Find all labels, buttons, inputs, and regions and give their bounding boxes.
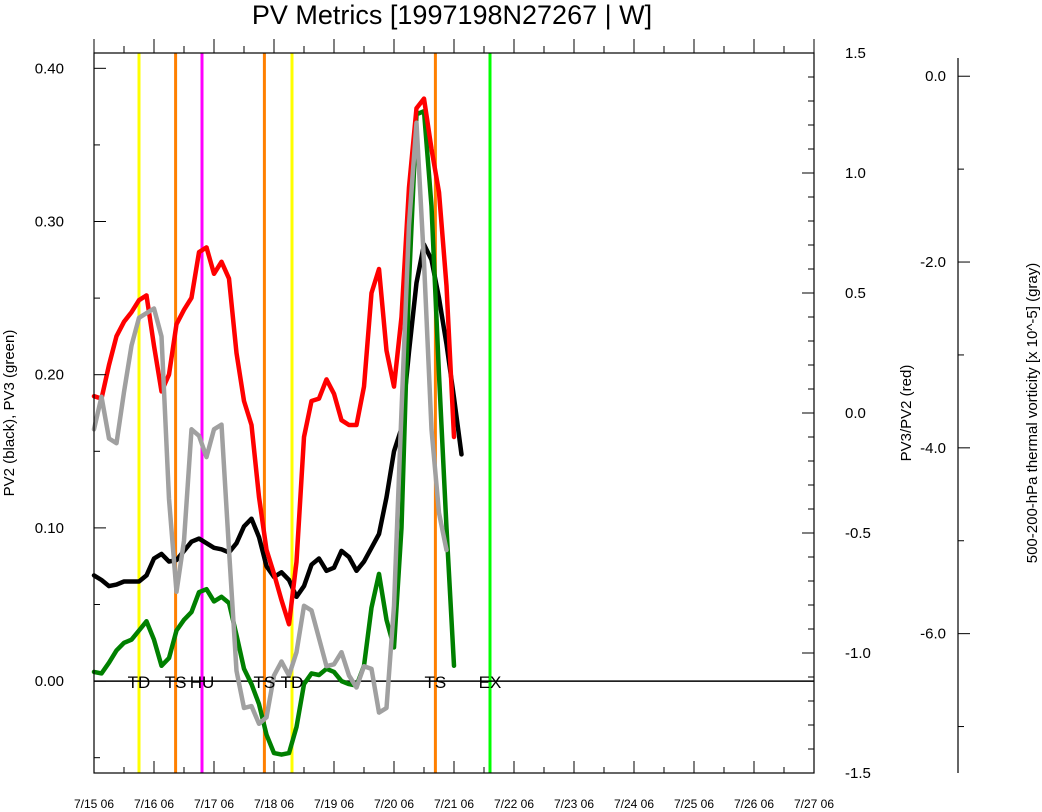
right-y-axis: -1.5 -1.0 -0.5 0.0 0.5 1.0 1.5 <box>802 45 871 782</box>
far-right-axis-label: 500-200-hPa thermal vorticity [x 10^-5] … <box>1024 263 1041 564</box>
far-right-y-axis: 0.0 -2.0 -4.0 -6.0 <box>920 58 970 773</box>
x-tick-label-9: 7/24 06 <box>614 797 654 811</box>
x-tick-label-4: 7/19 06 <box>314 797 354 811</box>
series-lines <box>91 96 464 757</box>
x-tick-label-5: 7/20 06 <box>374 797 414 811</box>
stage-marker-label-2: HU <box>190 673 215 692</box>
far-right-tick-label-2: -4.0 <box>920 440 946 457</box>
left-tick-label-3: 0.30 <box>35 214 64 231</box>
x-tick-label-11: 7/26 06 <box>734 797 774 811</box>
far-right-tick-label-1: -2.0 <box>920 254 946 271</box>
x-tick-label-2: 7/17 06 <box>194 797 234 811</box>
left-tick-label-1: 0.10 <box>35 520 64 537</box>
stage-marker-labels: TD TS HU TS TD TS EX <box>128 673 502 692</box>
x-tick-label-12: 7/27 06 <box>794 797 834 811</box>
stage-marker-label-4: TD <box>281 673 304 692</box>
x-tick-label-3: 7/18 06 <box>254 797 294 811</box>
far-right-tick-label-3: -6.0 <box>920 626 946 643</box>
right-tick-label-3: 0.0 <box>845 405 866 422</box>
left-y-axis: 0.00 0.10 0.20 0.30 0.40 <box>35 60 106 759</box>
x-tick-label-6: 7/21 06 <box>434 797 474 811</box>
left-tick-label-4: 0.40 <box>35 60 64 77</box>
series-line-3 <box>91 120 449 727</box>
left-tick-label-0: 0.00 <box>35 673 64 690</box>
right-tick-label-1: -1.0 <box>845 645 871 662</box>
left-axis-label: PV2 (black), PV3 (green) <box>1 330 18 497</box>
stage-marker-label-6: EX <box>479 673 502 692</box>
stage-marker-label-1: TS <box>165 673 187 692</box>
right-axis-label: PV3/PV2 (red) <box>898 365 915 462</box>
right-tick-label-6: 1.5 <box>845 45 866 62</box>
x-tick-label-1: 7/16 06 <box>134 797 174 811</box>
x-tick-label-10: 7/25 06 <box>674 797 714 811</box>
stage-marker-lines <box>137 53 492 773</box>
series-line-2 <box>91 96 457 627</box>
x-axis: 7/15 06 7/16 06 7/17 06 7/18 06 7/19 06 7/20 … <box>74 39 834 811</box>
chart-title: PV Metrics [1997198N27267 | W] <box>252 0 652 30</box>
right-tick-label-4: 0.5 <box>845 285 866 302</box>
far-right-tick-label-0: 0.0 <box>925 68 946 85</box>
stage-marker-label-0: TD <box>128 673 151 692</box>
stage-marker-label-5: TS <box>425 673 447 692</box>
x-tick-label-0: 7/15 06 <box>74 797 114 811</box>
left-tick-label-2: 0.20 <box>35 367 64 384</box>
x-tick-label-7: 7/22 06 <box>494 797 534 811</box>
right-tick-label-0: -1.5 <box>845 765 871 782</box>
series-line-1 <box>91 108 457 757</box>
x-tick-label-8: 7/23 06 <box>554 797 594 811</box>
stage-marker-label-3: TS <box>254 673 276 692</box>
right-tick-label-2: -0.5 <box>845 525 871 542</box>
right-tick-label-5: 1.0 <box>845 165 866 182</box>
